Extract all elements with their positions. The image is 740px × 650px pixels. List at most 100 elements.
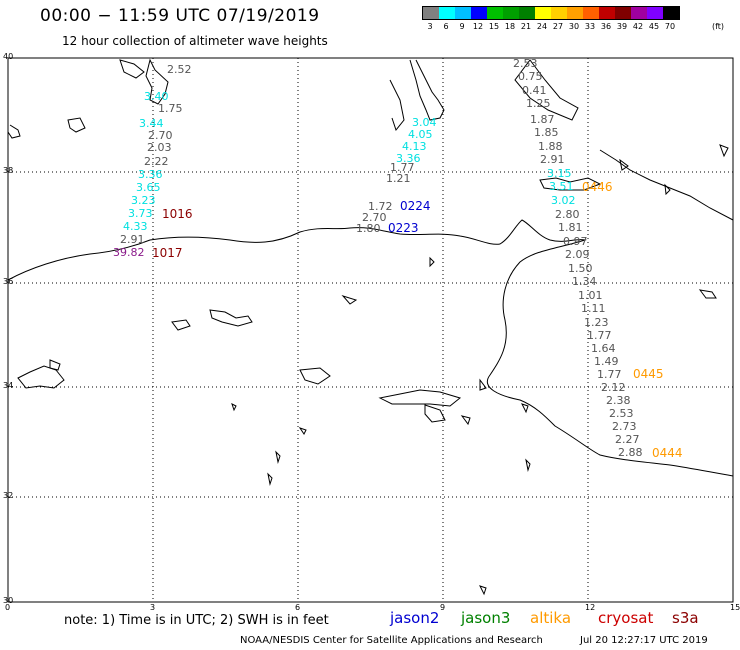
colorbar-label: 3	[427, 22, 433, 31]
island-small-7	[267, 472, 273, 486]
island-mid-2	[378, 389, 462, 407]
colorbar-label: 45	[648, 22, 660, 31]
colorbar-swatch	[455, 7, 471, 19]
wave-height-value: 2.03	[147, 141, 172, 154]
island-small-10	[429, 256, 435, 268]
wave-height-value: 3.04	[412, 116, 437, 129]
wave-height-value: 2.80	[555, 208, 580, 221]
island-east	[698, 289, 717, 299]
wave-height-value: 2.53	[513, 57, 538, 70]
colorbar-label: 42	[632, 22, 644, 31]
wave-height-value: 1.85	[534, 126, 559, 139]
latitude-label: 40	[3, 52, 14, 61]
wave-height-value: 2.73	[612, 420, 637, 433]
generation-timestamp: Jul 20 12:27:17 UTC 2019	[580, 635, 708, 646]
track-id-label: 0445	[633, 367, 664, 381]
colorbar-label: 21	[520, 22, 532, 31]
wave-height-value: 1.49	[594, 355, 619, 368]
wave-height-value: 3.23	[131, 194, 156, 207]
wave-height-value: 1.77	[390, 161, 415, 174]
map-title: 00:00 − 11:59 UTC 07/19/2019	[40, 6, 320, 26]
track-id-label: 0223	[388, 221, 419, 235]
menorca	[67, 117, 86, 133]
wave-height-value: 1.87	[530, 113, 555, 126]
island-small-2	[479, 378, 487, 391]
island-pantelleria	[171, 319, 191, 331]
colorbar-label: 27	[552, 22, 564, 31]
wave-height-value: 1.11	[581, 302, 606, 315]
island-small-8	[525, 458, 531, 472]
island-small-5	[231, 403, 237, 412]
wave-height-value: 3.51	[549, 180, 574, 193]
wave-height-value: 2.91	[120, 233, 145, 246]
wave-height-value: 3.36	[396, 152, 421, 165]
track-id-label: 1016	[162, 207, 193, 221]
wave-height-value: 1.23	[584, 316, 609, 329]
wave-height-value: 2.91	[540, 153, 565, 166]
wave-height-value: 1.88	[538, 140, 563, 153]
colorbar-swatch	[599, 7, 615, 19]
colorbar-swatch	[519, 7, 535, 19]
wave-height-value: 1.21	[386, 172, 411, 185]
wave-height-value: 3.40	[144, 90, 169, 103]
colorbar-label: 36	[600, 22, 612, 31]
colorbar-swatch	[471, 7, 487, 19]
colorbar-label: 70	[664, 22, 676, 31]
wave-height-value: 39.82	[113, 246, 145, 259]
island-small-3	[521, 403, 529, 414]
longitude-label: 6	[295, 603, 301, 612]
wave-height-value: 1.01	[578, 289, 603, 302]
colorbar-label: 33	[584, 22, 596, 31]
coastlines	[7, 58, 734, 596]
wave-height-value: 3.73	[128, 207, 153, 220]
grid-lines	[8, 58, 733, 602]
colorbar-swatch	[631, 7, 647, 19]
wave-height-value: 3.15	[547, 167, 572, 180]
latitude-label: 34	[3, 381, 14, 390]
wave-height-value: 1.77	[587, 329, 612, 342]
island-left	[17, 365, 65, 389]
wave-height-value: 1.50	[568, 262, 593, 275]
longitude-label: 9	[440, 603, 446, 612]
wave-height-value: 0.97	[563, 235, 588, 248]
colorbar-label: 9	[459, 22, 465, 31]
wave-height-value: 1.25	[526, 97, 551, 110]
longitude-label: 0	[5, 603, 11, 612]
sicily	[514, 59, 579, 121]
island-small-13	[619, 158, 629, 171]
wave-height-value: 4.13	[402, 140, 427, 153]
wave-height-value: 2.27	[615, 433, 640, 446]
island-left-2	[49, 359, 61, 371]
crete	[539, 177, 602, 191]
colorbar-swatch	[423, 7, 439, 19]
map-subtitle: 12 hour collection of altimeter wave hei…	[62, 34, 328, 48]
footer-note: note: 1) Time is in UTC; 2) SWH is in fe…	[64, 613, 329, 628]
wave-height-value: 2.09	[565, 248, 590, 261]
island-small-6	[275, 450, 281, 464]
colorbar-swatch	[647, 7, 663, 19]
colorbar-swatch	[567, 7, 583, 19]
island-gozo	[209, 309, 253, 327]
track-id-label: 0446	[582, 180, 613, 194]
colorbar-label: 6	[443, 22, 449, 31]
latitude-label: 38	[3, 166, 14, 175]
wave-height-value: 2.70	[148, 129, 173, 142]
latitude-label: 30	[3, 596, 14, 605]
wave-height-value: 1.72	[368, 200, 393, 213]
colorbar-label: 18	[504, 22, 516, 31]
colorbar-swatch	[503, 7, 519, 19]
wave-height-value: 2.88	[618, 446, 643, 459]
island-small-4	[298, 427, 307, 435]
colorbar-swatch	[615, 7, 631, 19]
wave-height-value: 2.22	[144, 155, 169, 168]
island-small-1	[460, 415, 471, 426]
wave-height-value: 0.41	[522, 84, 547, 97]
colorbar-label: 12	[472, 22, 484, 31]
wave-height-value: 1.81	[558, 221, 583, 234]
satellite-legend-item: s3a	[672, 609, 699, 627]
colorbar	[422, 6, 680, 20]
colorbar-swatch	[663, 7, 679, 19]
map-frame	[7, 57, 734, 603]
colorbar-swatch	[583, 7, 599, 19]
greece-coast	[599, 149, 734, 221]
